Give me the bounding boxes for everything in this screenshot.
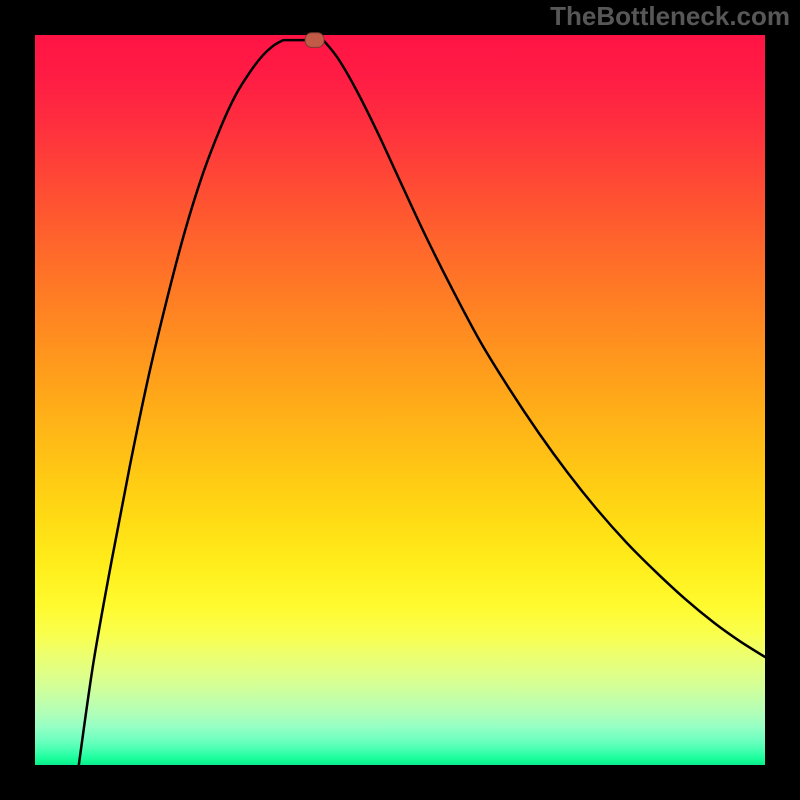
watermark-text: TheBottleneck.com (550, 1, 790, 31)
chart-svg: TheBottleneck.com (0, 0, 800, 800)
chart-stage: TheBottleneck.com (0, 0, 800, 800)
optimal-point-marker (305, 33, 324, 48)
